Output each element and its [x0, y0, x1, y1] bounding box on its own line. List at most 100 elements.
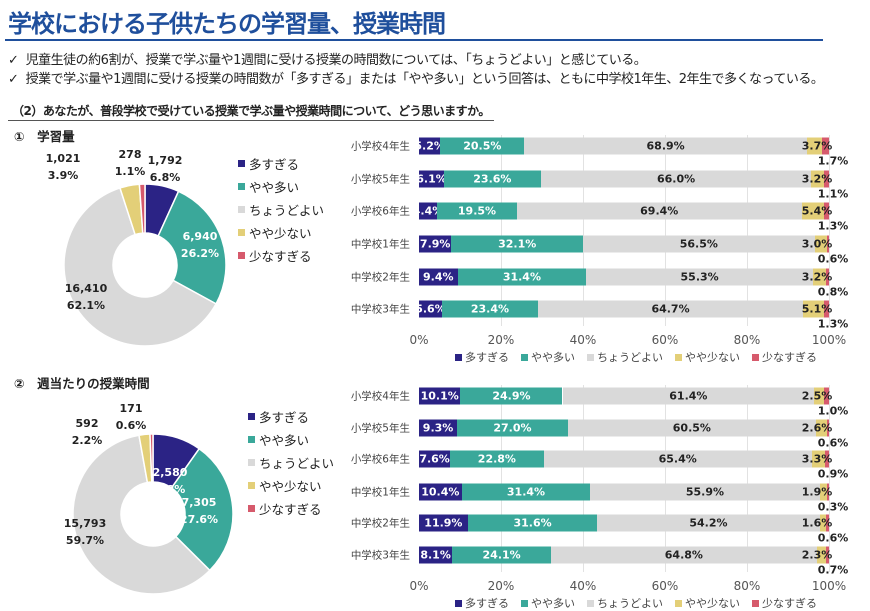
slice-count: 171: [119, 402, 143, 415]
legend-label: やや多い: [249, 179, 300, 195]
bar-segment-やや多い: 24.1%: [452, 546, 551, 564]
bar-segment-多すぎる: 7.6%: [419, 450, 451, 468]
x-tick-label: 100%: [811, 579, 847, 593]
bar-segment-少なすぎる: [826, 419, 829, 437]
bar-segment-ちょうどよい: 66.0%: [540, 170, 812, 188]
bullet-2: ✓ 授業で学ぶ量や1週間に受ける授業の時間数が「多すぎる」または「やや多い」とい…: [8, 68, 824, 87]
legend-item: やや多い: [238, 175, 299, 197]
bar-segment-少なすぎる: [823, 202, 829, 220]
slice-count: 15,793: [63, 517, 107, 530]
gridline: [747, 135, 748, 326]
legend-swatch: [248, 458, 255, 466]
legend-swatch: [238, 159, 245, 167]
slice-percent: 26.2%: [180, 247, 220, 260]
data-label: 65.4%: [658, 452, 697, 466]
data-label: 7.6%: [419, 452, 450, 466]
slice-label: 2,580 9.8%: [153, 464, 188, 498]
bar-segment-やや少ない: [811, 170, 825, 188]
category-label: 小学校5年生: [350, 422, 410, 435]
data-label: 3.2%: [801, 172, 833, 186]
data-label: 0.8%: [817, 285, 849, 299]
bar-segment-少なすぎる: [824, 300, 830, 318]
legend-item: ちょうどよい: [587, 595, 663, 611]
bar-segment-多すぎる: 8.1%: [419, 546, 453, 564]
legend-swatch: [248, 435, 255, 443]
legend-item: やや多い: [521, 595, 575, 611]
bullet-text: 児童生徒の約6割が、授業で学ぶ量や1週間に受ける授業の時間数については、「ちょう…: [25, 53, 647, 68]
legend-label: 少なすぎる: [249, 248, 312, 264]
legend-label: 少なすぎる: [762, 597, 817, 610]
bar-segment-ちょうどよい: 56.5%: [583, 235, 815, 253]
legend-swatch: [238, 251, 245, 259]
legend-label: やや少ない: [259, 478, 322, 494]
slice-count: 1,792: [147, 154, 183, 167]
slice-label: 7,305 27.6%: [180, 494, 218, 528]
legend-label: 少なすぎる: [259, 501, 322, 517]
category-label: 小学校5年生: [350, 173, 410, 186]
bar-segment-ちょうどよい: 69.4%: [516, 202, 802, 220]
legend-item: 少なすぎる: [752, 349, 817, 365]
legend-label: やや少ない: [249, 225, 312, 241]
bar-segment-多すぎる: 10.1%: [419, 387, 461, 405]
category-label: 中学校3年生: [350, 549, 410, 562]
check-icon: ✓: [8, 53, 19, 68]
page-title: 学校における子供たちの学習量、授業時間: [8, 10, 446, 38]
check-icon: ✓: [8, 72, 19, 87]
legend-swatch: [248, 481, 255, 489]
slice-label: 171 0.6%: [116, 400, 147, 434]
legend-label: やや少ない: [685, 351, 740, 364]
data-label: 1.9%: [801, 485, 833, 499]
bar-segment-やや多い: 23.4%: [441, 300, 538, 318]
legend-swatch: [248, 504, 255, 512]
bar-segment-やや少ない: [806, 137, 823, 155]
bar-segment-多すぎる: 5.6%: [415, 300, 446, 318]
data-label: 1.3%: [817, 317, 849, 331]
legend-swatch: [675, 353, 682, 361]
slice-percent: 9.8%: [154, 483, 186, 496]
legend-label: ちょうどよい: [597, 597, 663, 610]
gridline: [829, 385, 830, 572]
slice-count: 278: [118, 148, 142, 161]
bar-segment-ちょうどよい: 55.3%: [586, 268, 813, 286]
gridline: [583, 135, 584, 326]
legend-label: ちょうどよい: [597, 351, 663, 364]
category-label: 小学校6年生: [350, 205, 410, 218]
gridline: [501, 135, 502, 326]
slice-label: 278 1.1%: [115, 146, 146, 180]
data-label: 5.1%: [801, 302, 833, 316]
legend-item: 少なすぎる: [238, 244, 312, 266]
category-label: 小学校4年生: [350, 140, 410, 153]
data-label: 10.1%: [420, 389, 459, 403]
data-label: 11.9%: [424, 516, 463, 530]
category-label: 中学校2年生: [350, 517, 410, 530]
legend-swatch: [521, 353, 528, 361]
bar-segment-ちょうどよい: 60.5%: [567, 419, 816, 437]
bar-segment-多すぎる: 9.3%: [419, 419, 458, 437]
bar-segment-少なすぎる: [826, 546, 829, 564]
data-label: 31.6%: [513, 516, 552, 530]
bar-segment-やや少ない: [814, 387, 825, 405]
data-label: 31.4%: [506, 485, 546, 499]
data-label: 3.2%: [801, 270, 833, 284]
data-label: 5.6%: [415, 302, 446, 316]
bar-segment-やや少ない: [816, 546, 827, 564]
bar-segment-ちょうどよい: 61.4%: [562, 387, 815, 405]
gridline: [665, 135, 666, 326]
slice-label: 1,792 6.8%: [148, 152, 183, 186]
legend-swatch: [238, 182, 245, 190]
gridline: [583, 385, 584, 572]
bar-segment-やや少ない: [815, 419, 827, 437]
slice-やや多い: [170, 447, 234, 572]
bar-segment-少なすぎる: [826, 268, 830, 286]
bar-segment-やや少ない: [814, 235, 827, 253]
slice-percent: 0.6%: [115, 419, 147, 432]
data-label: 0.6%: [817, 531, 849, 545]
x-tick-label: 80%: [733, 333, 761, 347]
subtitle-weekly-hours: ② 週当たりの授業時間: [14, 376, 150, 391]
bar-segment-ちょうどよい: 64.7%: [537, 300, 804, 318]
legend-item: やや多い: [248, 428, 309, 450]
category-label: 中学校2年生: [350, 271, 410, 284]
legend-label: やや多い: [531, 597, 575, 610]
bar-segment-ちょうどよい: 54.2%: [597, 514, 820, 532]
